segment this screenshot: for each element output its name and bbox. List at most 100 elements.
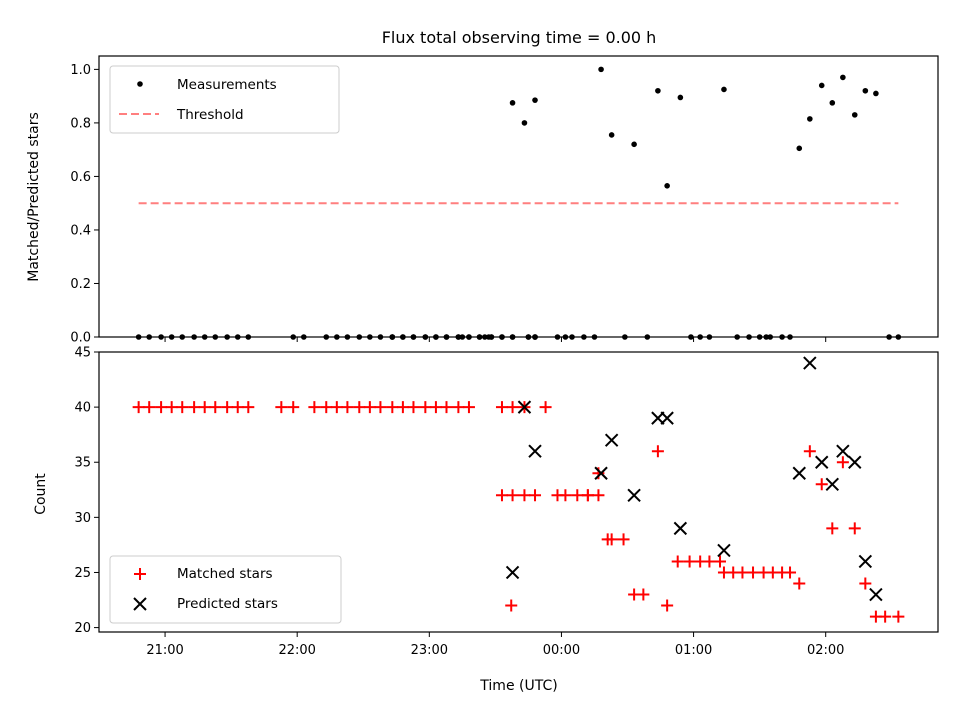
top-y-tick-label: 0.6 xyxy=(70,170,91,185)
bottom-predicted-star-point xyxy=(869,587,883,602)
top-measurement-point xyxy=(796,145,803,152)
bottom-matched-star-point xyxy=(386,401,399,414)
bottom-matched-star-point xyxy=(518,489,531,502)
top-chart: 0.0 0.2 0.4 0.6 0.8 1.0 xyxy=(70,55,939,346)
matched-stars-legend-marker xyxy=(134,568,146,580)
top-y-axis-label: Matched/Predicted stars xyxy=(26,112,42,282)
bottom-matched-star-point xyxy=(605,533,618,546)
bottom-matched-star-point xyxy=(803,445,816,458)
top-measurement-point xyxy=(807,116,813,122)
top-measurement-point xyxy=(818,82,825,89)
bottom-matched-star-point xyxy=(617,533,630,546)
top-legend-box xyxy=(109,65,340,134)
bottom-matched-star-point xyxy=(308,401,321,414)
top-legend: Measurements Threshold xyxy=(109,65,340,134)
bottom-matched-star-point xyxy=(198,401,211,414)
bottom-predicted-star-point xyxy=(673,521,688,536)
bottom-chart: 20 25 30 35 40 45 21:00 22:00 23:00 00:00 01:00 02:… xyxy=(74,346,939,658)
top-axes-frame xyxy=(98,55,939,338)
top-measurement-point xyxy=(851,112,858,118)
bottom-matched-star-point xyxy=(242,401,255,414)
bottom-matched-star-point xyxy=(784,566,797,579)
bottom-matched-star-point xyxy=(505,599,518,612)
matched-stars-legend-label: Matched stars xyxy=(177,566,273,582)
top-y-tick-label: 0.4 xyxy=(70,223,91,238)
bottom-y-axis-label: Count xyxy=(33,473,49,515)
bottom-predicted-star-point xyxy=(594,466,608,480)
bottom-matched-star-point xyxy=(559,489,572,502)
bottom-matched-star-point xyxy=(506,489,519,502)
bottom-x-tick-label: 02:00 xyxy=(807,643,844,658)
bottom-x-tick-label: 00:00 xyxy=(543,643,580,658)
bottom-predicted-star-point xyxy=(858,554,873,569)
bottom-predicted-star-point xyxy=(717,543,731,558)
top-measurement-point xyxy=(721,86,727,93)
predicted-stars-legend-marker xyxy=(133,597,147,611)
bottom-x-axis-label: Time (UTC) xyxy=(479,678,557,694)
bottom-matched-star-point xyxy=(815,478,828,491)
bottom-matched-star-point xyxy=(892,610,905,623)
bottom-matched-star-point xyxy=(363,401,376,414)
bottom-predicted-star-point xyxy=(528,444,542,458)
bottom-matched-star-point xyxy=(581,489,594,502)
bottom-matched-star-point xyxy=(440,401,453,414)
bottom-matched-star-point xyxy=(736,566,749,579)
bottom-matched-star-point xyxy=(176,401,189,414)
bottom-matched-star-point xyxy=(826,522,839,535)
bottom-matched-star-point xyxy=(132,401,145,414)
top-measurement-point xyxy=(608,132,615,138)
bottom-matched-star-point xyxy=(287,401,300,414)
bottom-matched-star-point xyxy=(155,401,168,414)
bottom-matched-star-point xyxy=(374,401,387,414)
bottom-matched-star-point xyxy=(713,555,726,568)
bottom-predicted-star-point xyxy=(836,444,850,458)
top-measurement-point xyxy=(655,87,661,94)
top-measurement-point xyxy=(521,120,528,126)
bottom-matched-star-point xyxy=(231,401,244,414)
bottom-matched-star-point xyxy=(275,401,288,414)
top-measurement-point xyxy=(829,100,836,106)
bottom-matched-star-point xyxy=(848,522,861,535)
top-y-tick-label: 0.0 xyxy=(70,331,91,346)
bottom-predicted-star-point xyxy=(792,466,806,480)
bottom-matched-star-point xyxy=(353,401,366,414)
bottom-matched-star-point xyxy=(703,555,716,568)
bottom-predicted-star-point xyxy=(803,356,817,370)
bottom-matched-star-point xyxy=(188,401,201,414)
top-measurement-point xyxy=(598,66,604,73)
bottom-axes-frame xyxy=(98,351,939,633)
bottom-x-tick-label: 23:00 xyxy=(411,643,448,658)
top-y-tick-label: 1.0 xyxy=(70,63,91,78)
top-y-tick-label: 0.2 xyxy=(70,277,91,292)
bottom-matched-star-point xyxy=(419,401,432,414)
bottom-y-tick-label: 25 xyxy=(74,566,91,581)
bottom-matched-star-point xyxy=(571,489,584,502)
bottom-matched-star-point xyxy=(407,401,420,414)
bottom-predicted-star-point xyxy=(815,455,829,469)
bottom-y-tick-label: 20 xyxy=(74,621,91,636)
bottom-matched-star-point xyxy=(661,599,674,612)
top-measurement-point xyxy=(631,141,637,148)
bottom-matched-star-point xyxy=(320,401,333,414)
bottom-matched-star-point xyxy=(859,577,872,590)
bottom-matched-star-point xyxy=(209,401,222,414)
bottom-x-tick-label: 01:00 xyxy=(675,643,712,658)
bottom-matched-star-point xyxy=(671,555,684,568)
bottom-y-tick-label: 30 xyxy=(74,511,91,526)
bottom-predicted-star-point xyxy=(848,455,862,469)
bottom-y-tick-label: 40 xyxy=(74,401,91,416)
bottom-matched-star-point xyxy=(747,566,760,579)
top-y-tick-label: 0.8 xyxy=(70,116,91,131)
top-measurement-point xyxy=(677,94,684,101)
bottom-matched-star-point xyxy=(462,401,475,414)
bottom-matched-star-point xyxy=(452,401,465,414)
bottom-predicted-star-point xyxy=(517,400,532,414)
bottom-x-tick-label: 21:00 xyxy=(146,643,183,658)
top-chart-title: Flux total observing time = 0.00 h xyxy=(382,28,657,47)
top-measurement-point xyxy=(862,87,869,94)
bottom-x-tick-label: 22:00 xyxy=(278,643,315,658)
bottom-matched-star-point xyxy=(396,401,409,414)
bottom-matched-star-point xyxy=(143,401,156,414)
bottom-y-tick-label: 45 xyxy=(74,346,91,361)
